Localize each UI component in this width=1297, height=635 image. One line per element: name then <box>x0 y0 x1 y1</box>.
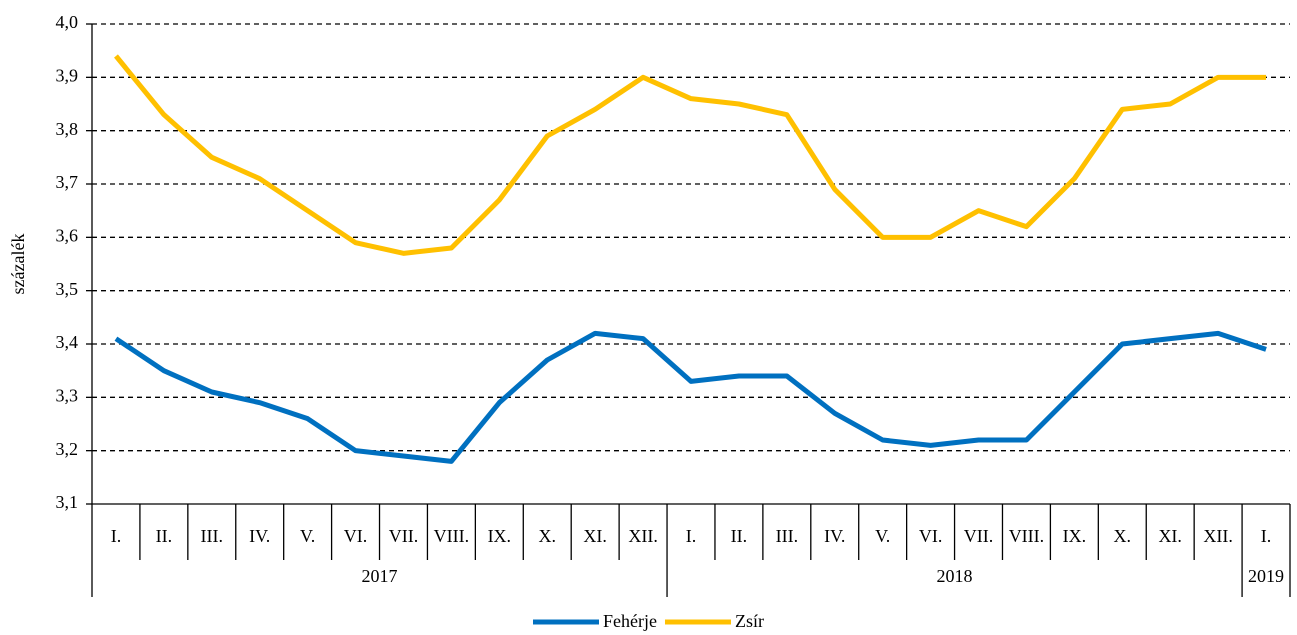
line-series <box>114 330 1267 464</box>
x-tick-label: XII. <box>1203 526 1233 546</box>
y-tick-label: 3,3 <box>56 385 79 405</box>
x-tick-label: VII. <box>389 526 419 546</box>
x-tick-label: V. <box>875 526 890 546</box>
y-tick-label: 3,8 <box>56 119 79 139</box>
legend-label: Zsír <box>735 611 764 631</box>
x-tick-label: II. <box>156 526 173 546</box>
x-tick-label: II. <box>731 526 748 546</box>
x-tick-label: V. <box>300 526 315 546</box>
y-tick-label: 3,2 <box>56 439 79 459</box>
x-tick-label: X. <box>1114 526 1132 546</box>
x-tick-label: VIII. <box>1009 526 1044 546</box>
x-tick-label: XII. <box>628 526 658 546</box>
group-label: 2019 <box>1248 566 1284 586</box>
x-tick-label: IX. <box>488 526 512 546</box>
x-tick-label: VIII. <box>434 526 469 546</box>
x-tick-label: III. <box>776 526 798 546</box>
line-series <box>114 54 1267 256</box>
x-tick-label: III. <box>201 526 223 546</box>
x-tick-label: I. <box>111 526 122 546</box>
x-tick-label: VII. <box>964 526 994 546</box>
x-tick-label: XI. <box>1158 526 1182 546</box>
y-tick-label: 3,6 <box>56 225 79 245</box>
x-tick-label: XI. <box>583 526 607 546</box>
x-tick-label: IX. <box>1063 526 1087 546</box>
x-tick-label: I. <box>686 526 697 546</box>
x-tick-label: IV. <box>249 526 270 546</box>
y-tick-label: 3,9 <box>56 65 79 85</box>
y-tick-label: 3,1 <box>56 492 79 512</box>
y-tick-label: 4,0 <box>56 12 79 32</box>
y-axis-label: százalék <box>8 234 28 295</box>
y-tick-label: 3,5 <box>56 279 79 299</box>
y-tick-label: 3,7 <box>56 172 79 192</box>
x-tick-label: IV. <box>824 526 845 546</box>
group-label: 2018 <box>937 566 973 586</box>
x-tick-label: VI. <box>344 526 368 546</box>
x-tick-label: X. <box>538 526 556 546</box>
x-tick-label: I. <box>1261 526 1272 546</box>
legend-label: Fehérje <box>603 611 657 631</box>
x-tick-label: VI. <box>919 526 943 546</box>
group-label: 2017 <box>362 566 398 586</box>
y-tick-label: 3,4 <box>56 332 79 352</box>
